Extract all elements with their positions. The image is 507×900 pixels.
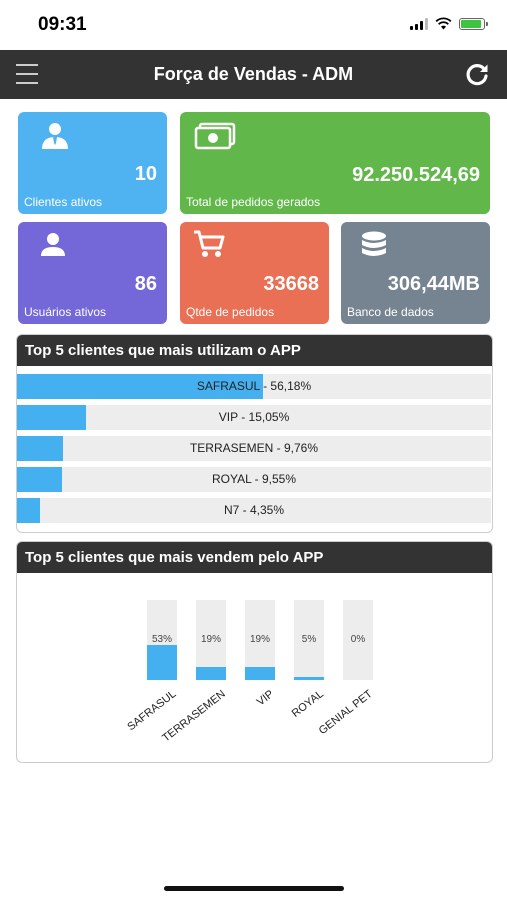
wifi-icon [435,17,452,30]
tile-value: 10 [134,163,157,185]
sales-bar [196,667,226,680]
tile-usuarios-ativos[interactable]: 86 Usuários ativos [18,222,167,324]
sales-bar [245,667,275,680]
status-icons [410,17,488,30]
tile-label: Total de pedidos gerados [186,195,321,209]
tile-total-pedidos[interactable]: 92.250.524,69 Total de pedidos gerados [180,112,490,214]
battery-icon [459,17,488,30]
cart-icon [194,230,225,257]
tile-label: Banco de dados [347,305,434,319]
database-icon [362,231,386,256]
usage-bar-row: N7 - 4,35% [17,498,491,523]
home-indicator [164,886,344,891]
usage-panel-title: Top 5 clientes que mais utilizam o APP [17,335,492,366]
hamburger-menu-icon[interactable] [16,64,38,84]
sales-bar-track: 5% [294,600,324,680]
sales-bar [294,677,324,680]
tile-value: 33668 [263,273,319,295]
usage-bar-label: VIP - 15,05% [218,410,290,424]
sales-bar-track: 19% [196,600,226,680]
usage-bar-row: VIP - 15,05% [17,405,491,430]
status-time: 09:31 [38,14,87,35]
app-header: Força de Vendas - ADM [0,50,507,99]
sales-bar-value-label: 19% [249,634,270,645]
tile-clientes-ativos[interactable]: 10 Clientes ativos [18,112,167,214]
usage-bar-label: ROYAL - 9,55% [211,472,297,486]
sales-panel-title: Top 5 clientes que mais vendem pelo APP [17,542,492,573]
usage-bar-label: N7 - 4,35% [223,503,285,517]
sales-bar-chart: 53% SAFRASUL 19% TERRASEMEN 19% VIP 5% ROYAL 0% G… [17,542,492,762]
sales-bar-track: 0% [343,600,373,680]
tile-qtde-pedidos[interactable]: 33668 Qtde de pedidos [180,222,329,324]
tile-label: Clientes ativos [24,195,103,209]
sales-category-label: VIP [255,688,277,709]
tile-banco-de-dados[interactable]: 306,44MB Banco de dados [341,222,490,324]
sales-bar-track: 19% [245,600,275,680]
tile-label: Qtde de pedidos [186,305,275,319]
usage-bar-row: SAFRASUL - 56,18% [17,374,491,399]
usage-bar-fill [17,405,86,430]
user-tie-icon [42,123,68,149]
usage-bar-row: TERRASEMEN - 9,76% [17,436,491,461]
sales-bar-value-label: 53% [151,634,172,645]
sales-bar-value-label: 5% [301,634,317,645]
money-icon [194,122,236,150]
sales-bar-value-label: 19% [200,634,221,645]
status-bar: 09:31 [0,0,507,50]
usage-bar-label: SAFRASUL - 56,18% [196,379,312,393]
tile-value: 86 [134,273,157,295]
tile-label: Usuários ativos [24,305,107,319]
sales-category-label: ROYAL [289,688,326,720]
usage-bar-fill [17,467,62,492]
page-title: Força de Vendas - ADM [153,64,354,84]
tile-value: 92.250.524,69 [352,164,480,186]
usage-bar-row: ROYAL - 9,55% [17,467,491,492]
sales-bar-value-label: 0% [350,634,366,645]
refresh-icon[interactable] [463,61,491,89]
usage-panel: Top 5 clientes que mais utilizam o APP S… [16,334,493,533]
usage-bar-label: TERRASEMEN - 9,76% [189,441,319,455]
usage-bar-fill [17,436,63,461]
usage-bar-fill [17,498,40,523]
usage-bar-fill [17,374,263,399]
sales-bar-track: 53% [147,600,177,680]
user-icon [41,233,65,256]
tile-value: 306,44MB [387,273,480,295]
sales-panel: Top 5 clientes que mais vendem pelo APP … [16,541,493,763]
signal-icon [410,17,428,30]
sales-bar [147,645,177,680]
